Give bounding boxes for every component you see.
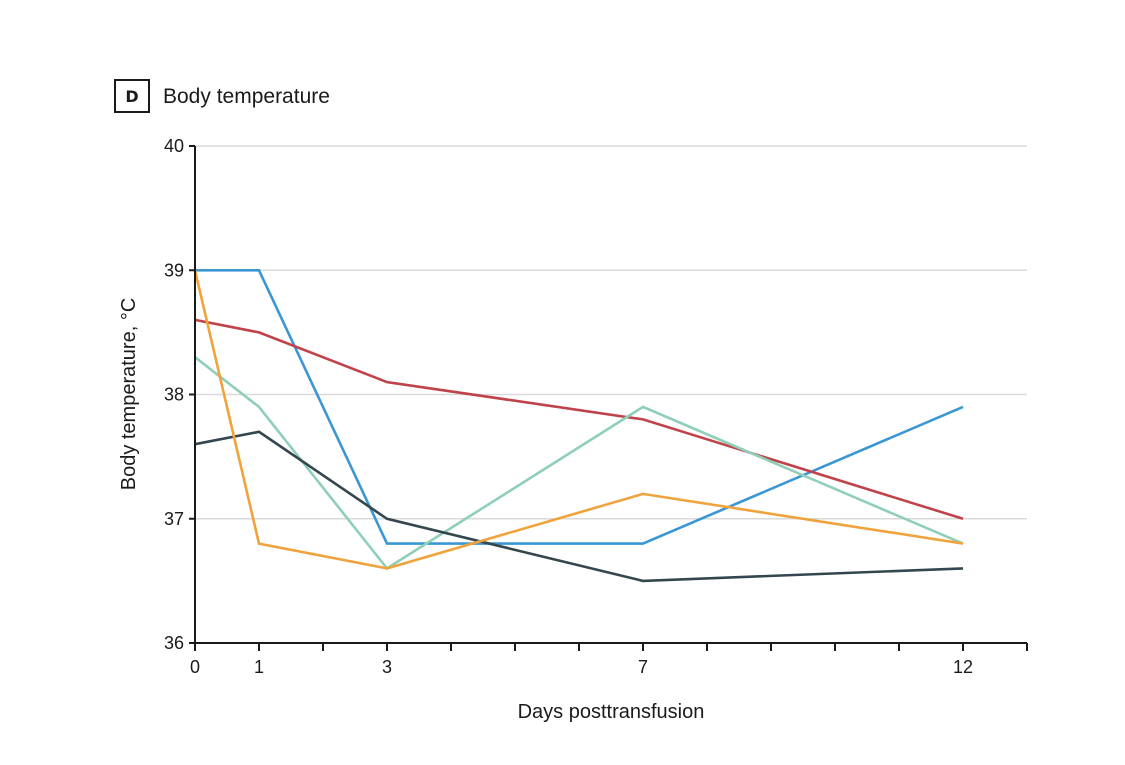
- x-tick-label-3: 3: [382, 657, 392, 677]
- series-lines: [193, 268, 964, 583]
- x-tick-label-7: 7: [638, 657, 648, 677]
- chart-title: Body temperature: [163, 85, 330, 108]
- y-tick-label-40: 40: [164, 136, 184, 156]
- y-tick-label-39: 39: [164, 260, 184, 280]
- axes: [189, 145, 1028, 651]
- y-tick-label-36: 36: [164, 633, 184, 653]
- x-tick-label-0: 0: [190, 657, 200, 677]
- x-tick-label-1: 1: [254, 657, 264, 677]
- y-tick-label-37: 37: [164, 509, 184, 529]
- y-tick-label-38: 38: [164, 385, 184, 405]
- panel-letter: D: [125, 87, 138, 106]
- x-tick-label-12: 12: [953, 657, 973, 677]
- gridlines: [195, 145, 1027, 520]
- series-line-5: [193, 270, 964, 570]
- series-line-2: [194, 318, 964, 521]
- series-line-4: [194, 430, 964, 583]
- panel-letter-box: [114, 79, 150, 113]
- y-axis-label: Body temperature, °C: [118, 298, 140, 491]
- series-line-1: [195, 268, 964, 545]
- series-line-3: [194, 356, 964, 571]
- x-axis-label: Days posttransfusion: [518, 701, 705, 723]
